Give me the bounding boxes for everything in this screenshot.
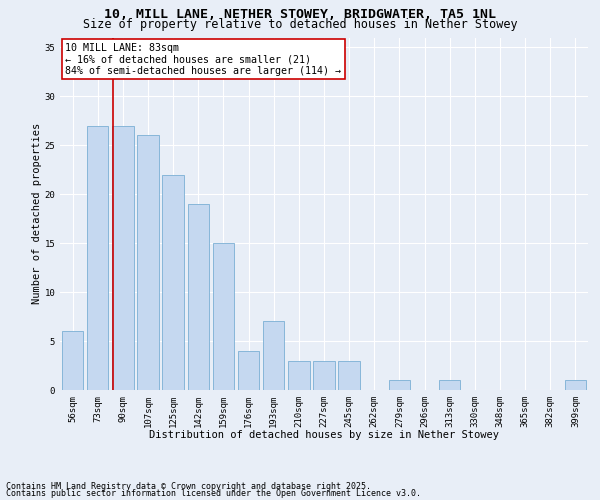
Bar <box>62 331 83 390</box>
Bar <box>439 380 460 390</box>
Bar <box>313 360 335 390</box>
X-axis label: Distribution of detached houses by size in Nether Stowey: Distribution of detached houses by size … <box>149 430 499 440</box>
Bar <box>188 204 209 390</box>
Text: Size of property relative to detached houses in Nether Stowey: Size of property relative to detached ho… <box>83 18 517 31</box>
Bar <box>238 351 259 390</box>
Text: Contains public sector information licensed under the Open Government Licence v3: Contains public sector information licen… <box>6 489 421 498</box>
Bar <box>87 126 109 390</box>
Bar <box>389 380 410 390</box>
Bar <box>213 243 234 390</box>
Bar <box>137 136 158 390</box>
Bar <box>263 322 284 390</box>
Y-axis label: Number of detached properties: Number of detached properties <box>32 123 41 304</box>
Text: 10 MILL LANE: 83sqm
← 16% of detached houses are smaller (21)
84% of semi-detach: 10 MILL LANE: 83sqm ← 16% of detached ho… <box>65 43 341 76</box>
Bar <box>565 380 586 390</box>
Bar <box>338 360 360 390</box>
Bar <box>288 360 310 390</box>
Text: 10, MILL LANE, NETHER STOWEY, BRIDGWATER, TA5 1NL: 10, MILL LANE, NETHER STOWEY, BRIDGWATER… <box>104 8 496 20</box>
Text: Contains HM Land Registry data © Crown copyright and database right 2025.: Contains HM Land Registry data © Crown c… <box>6 482 371 491</box>
Bar <box>163 174 184 390</box>
Bar <box>112 126 134 390</box>
